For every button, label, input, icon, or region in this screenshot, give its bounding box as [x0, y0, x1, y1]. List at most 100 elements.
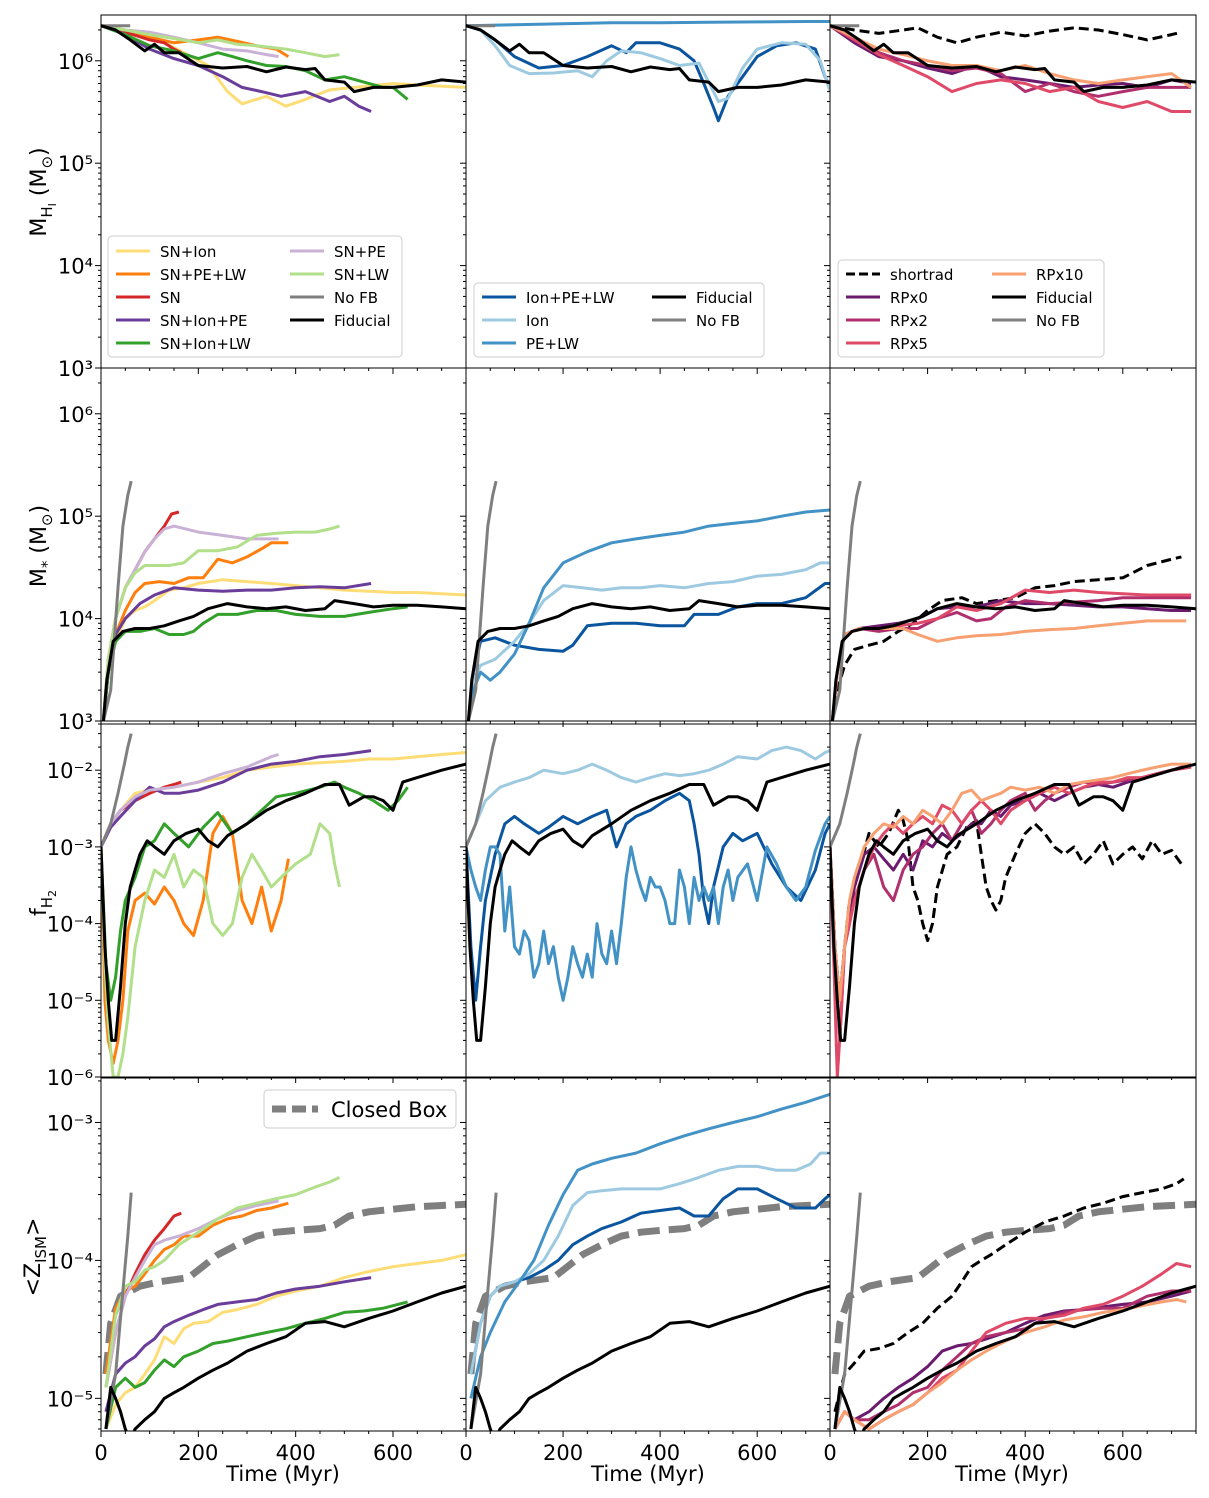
svg-text:Fiducial: Fiducial [696, 289, 753, 307]
series-line-rpx10 [830, 762, 1192, 1002]
y-tick-label: 10⁻² [47, 759, 93, 783]
panel-frame [829, 1077, 1197, 1432]
series-line-closed-box [467, 1200, 830, 1375]
svg-text:RPx5: RPx5 [890, 335, 928, 353]
xlabel-col-2: Time (Myr) [954, 1462, 1069, 1486]
series-line-sn-ion [104, 1253, 466, 1430]
svg-text:RPx10: RPx10 [1036, 266, 1083, 284]
y-tick-label: 10³ [58, 357, 93, 381]
series-line-no-fb [466, 480, 498, 721]
legend-entry: Fiducial [290, 312, 391, 330]
y-tick-label: 10⁴ [58, 255, 93, 279]
series-group [101, 733, 466, 1077]
panel-r3-c1: 0 200 400 600 [459, 1077, 831, 1465]
series-line-fiducial [101, 762, 466, 1042]
series-line-sn-ion-pe [104, 1276, 372, 1413]
svg-text:<ZISM>: <ZISM> [21, 1218, 50, 1297]
series-line-sn-pe [104, 1199, 279, 1388]
svg-text:SN: SN [160, 289, 181, 307]
y-tick-label: 10⁶ [58, 50, 93, 74]
legend-entry: SN+Ion [116, 243, 216, 261]
x-tick-label: 600 [737, 1441, 777, 1465]
legend-entry: SN+PE+LW [116, 266, 246, 284]
svg-text:M* (M⊙): M* (M⊙) [27, 505, 56, 587]
legend-closed-box: Closed Box [263, 1089, 457, 1129]
panel-r2-c2 [824, 723, 1197, 1083]
series-line-sn-ion-lw [101, 780, 409, 1002]
panel-r3-c2: 0 200 400 600 [823, 1077, 1197, 1465]
series-line-sn-lw [104, 1176, 341, 1388]
series-line-sn-pe [101, 753, 280, 848]
svg-text:Fiducial: Fiducial [1036, 289, 1093, 307]
x-tick-label: 200 [543, 1441, 583, 1465]
y-tick-label: 10⁻⁴ [47, 913, 93, 937]
series-line-sn-lw [101, 24, 340, 59]
series-line-closed-box [831, 1200, 1196, 1375]
svg-text:SN+LW: SN+LW [334, 266, 389, 284]
series-group [466, 733, 830, 1042]
legend-entry: RPx2 [846, 312, 928, 330]
x-tick-label: 600 [1103, 1441, 1143, 1465]
y-tick-label: 10⁻⁵ [47, 1387, 93, 1411]
legend-entry: Fiducial [652, 289, 753, 307]
series-line-fiducial [830, 599, 1196, 721]
series-group [830, 24, 1196, 113]
series-line-shortrad [833, 1177, 1185, 1413]
series-line-fiducial [466, 24, 830, 94]
series-line-fiducial [830, 24, 1196, 94]
series-group [830, 480, 1196, 721]
svg-text:PE+LW: PE+LW [526, 335, 579, 353]
series-line-sn-ion-pe [101, 582, 372, 721]
series-line-no-fb [830, 733, 862, 848]
series-line-no-fb [830, 480, 862, 721]
legend-entry: SN+PE [290, 243, 386, 261]
series-line-pe-lw [466, 20, 830, 28]
x-tick-label: 200 [178, 1441, 218, 1465]
series-line-sn-ion-pe [101, 24, 372, 113]
x-tick-label: 400 [1005, 1441, 1045, 1465]
series-line-ion [466, 561, 830, 721]
legend-entry: RPx10 [992, 266, 1083, 284]
legend-entry: No FB [652, 312, 740, 330]
ylabel-row-3: <ZISM> [21, 1218, 50, 1297]
series-line-sn-pe-lw [101, 814, 290, 1065]
x-tick-label: 0 [459, 1441, 472, 1465]
legend-entry: SN+LW [290, 266, 389, 284]
series-line-no-fb [101, 733, 133, 848]
series-line-ion [469, 1151, 830, 1375]
panel-r1-c2 [824, 367, 1197, 727]
svg-text:RPx2: RPx2 [890, 312, 928, 330]
svg-text:Ion+PE+LW: Ion+PE+LW [526, 289, 615, 307]
y-tick-label: 10⁻³ [47, 836, 93, 860]
series-line-ion-pe-lw [466, 582, 830, 721]
legend-entry: Ion [482, 312, 549, 330]
series-line-ion [466, 24, 830, 103]
svg-text:SN+Ion+LW: SN+Ion+LW [160, 335, 251, 353]
series-line-ion [466, 745, 830, 848]
x-tick-label: 400 [276, 1441, 316, 1465]
y-tick-label: 10⁻⁶ [47, 1066, 93, 1090]
legend-entry: SN [116, 289, 181, 307]
series-group [466, 20, 830, 123]
x-tick-label: 600 [373, 1441, 413, 1465]
svg-text:SN+PE+LW: SN+PE+LW [160, 266, 246, 284]
series-group [101, 24, 466, 113]
series-line-pe-lw [466, 508, 830, 721]
x-tick-label: 0 [823, 1441, 836, 1465]
series-line-pe-lw [469, 1092, 830, 1399]
ylabel-row-1: M* (M⊙) [27, 505, 56, 587]
legend-entry: Ion+PE+LW [482, 289, 615, 307]
svg-text:SN+Ion+PE: SN+Ion+PE [160, 312, 248, 330]
svg-text:MHI (M⊙): MHI (M⊙) [27, 147, 59, 236]
series-line-fiducial [466, 762, 830, 1042]
series-line-sn-lw [101, 822, 341, 1077]
series-line-closed-box [102, 1200, 466, 1375]
y-tick-label: 10⁶ [58, 403, 93, 427]
legend-entry: RPx0 [846, 289, 928, 307]
legend-entry: RPx5 [846, 335, 928, 353]
series-line-sn [101, 24, 182, 55]
legend-col-2 [837, 259, 1105, 358]
legend-entry: SN+Ion+PE [116, 312, 248, 330]
x-tick-label: 400 [640, 1441, 680, 1465]
